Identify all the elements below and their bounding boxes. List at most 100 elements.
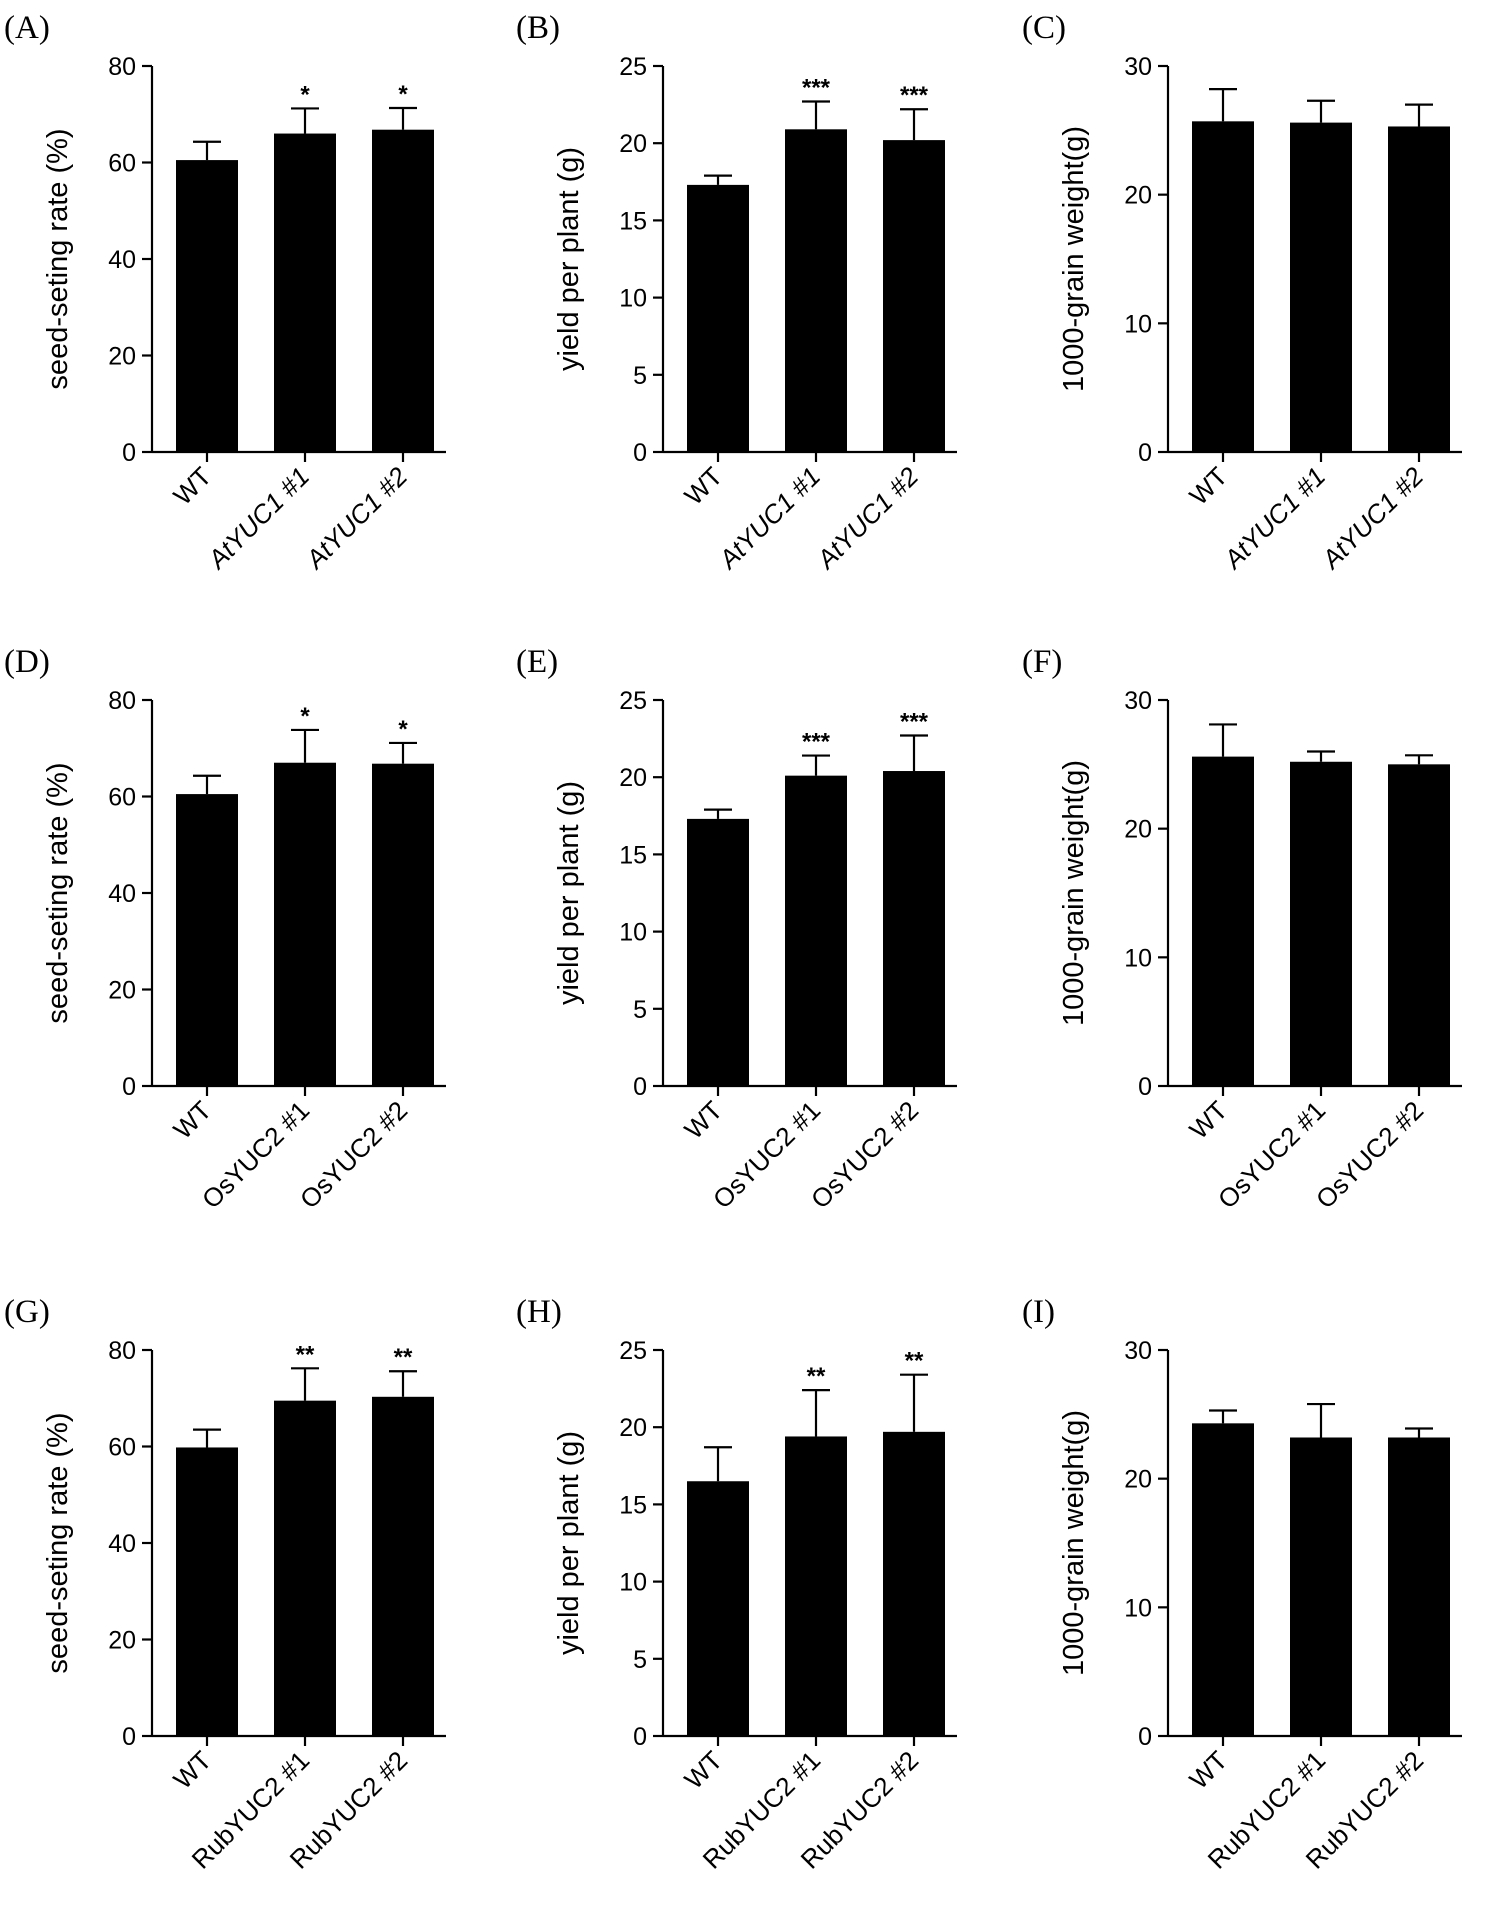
bar	[176, 1447, 238, 1736]
y-axis-label: 1000-grain weight(g)	[1058, 1410, 1090, 1676]
y-tick-label: 10	[619, 1569, 647, 1597]
y-tick-label: 20	[1124, 182, 1152, 210]
y-tick-label: 25	[619, 687, 647, 715]
category-label: WT	[678, 461, 728, 511]
category-label: WT	[678, 1745, 728, 1795]
y-tick-label: 20	[619, 130, 647, 158]
significance-label: *	[398, 81, 408, 108]
y-tick-label: 20	[619, 764, 647, 792]
bar	[883, 1431, 945, 1736]
chart-panel-a: (A) 0 20 40 60 80 seed-seting rate (%) WT * AtYUC…	[4, 10, 446, 576]
y-tick-label: 0	[122, 439, 136, 467]
y-tick-label: 40	[108, 880, 136, 908]
category-label: AtYUC1 #1	[1217, 461, 1332, 576]
y-tick-label: 25	[619, 1337, 647, 1365]
bar	[1290, 122, 1352, 452]
bar	[274, 133, 336, 453]
category-label: AtYUC1 #2	[810, 461, 925, 576]
bar	[372, 763, 434, 1086]
y-tick-label: 10	[1124, 310, 1152, 338]
y-tick-label: 20	[1124, 816, 1152, 844]
y-axis-label: 1000-grain weight(g)	[1058, 126, 1090, 392]
y-tick-label: 80	[108, 1337, 136, 1365]
category-label: AtYUC1 #2	[1315, 461, 1430, 576]
bar	[176, 794, 238, 1086]
bar	[274, 1400, 336, 1736]
bar	[1388, 1437, 1450, 1736]
bar	[785, 129, 847, 452]
y-tick-label: 30	[1124, 1337, 1152, 1365]
y-tick-label: 20	[108, 977, 136, 1005]
significance-label: **	[905, 1348, 924, 1375]
bar	[785, 1436, 847, 1736]
y-axis-label: 1000-grain weight(g)	[1058, 760, 1090, 1026]
y-tick-label: 60	[108, 150, 136, 178]
y-tick-label: 15	[619, 841, 647, 869]
y-tick-label: 10	[1124, 1594, 1152, 1622]
bar	[883, 140, 945, 452]
bar	[176, 160, 238, 452]
panel-letter: (G)	[4, 1294, 50, 1330]
y-tick-label: 15	[619, 1491, 647, 1519]
bar	[372, 1396, 434, 1736]
bar	[687, 818, 749, 1086]
bar	[1388, 764, 1450, 1086]
bar	[274, 762, 336, 1086]
bar	[1388, 126, 1450, 453]
y-tick-label: 10	[619, 919, 647, 947]
category-label: WT	[678, 1095, 728, 1145]
category-label: WT	[167, 1745, 217, 1795]
y-tick-label: 25	[619, 53, 647, 81]
category-label: WT	[1183, 1095, 1233, 1145]
y-axis-label: seed-seting rate (%)	[42, 128, 74, 389]
significance-label: ***	[802, 75, 831, 102]
bar	[883, 771, 945, 1086]
category-label: AtYUC1 #1	[712, 461, 827, 576]
y-tick-label: 10	[1124, 944, 1152, 972]
panel-letter: (A)	[4, 10, 50, 46]
y-tick-label: 30	[1124, 687, 1152, 715]
bar	[687, 184, 749, 452]
y-tick-label: 0	[1138, 1073, 1152, 1101]
panel-letter: (B)	[516, 10, 560, 46]
significance-label: ***	[900, 82, 929, 109]
y-axis-label: yield per plant (g)	[553, 1431, 585, 1655]
category-label: AtYUC1 #2	[299, 461, 414, 576]
bar	[785, 775, 847, 1086]
y-tick-label: 40	[108, 1530, 136, 1558]
category-label: WT	[1183, 1745, 1233, 1795]
y-tick-label: 0	[1138, 439, 1152, 467]
category-label: WT	[167, 461, 217, 511]
y-tick-label: 80	[108, 687, 136, 715]
y-tick-label: 0	[1138, 1723, 1152, 1751]
category-label: WT	[167, 1095, 217, 1145]
y-tick-label: 5	[633, 1646, 647, 1674]
chart-panel-b: (B) 0 5 10 15 20 25 yield per plant (g) WT *** AtY…	[516, 10, 957, 576]
y-tick-label: 0	[633, 1723, 647, 1751]
significance-label: *	[398, 716, 408, 743]
significance-label: **	[807, 1363, 826, 1390]
bar	[1290, 761, 1352, 1086]
y-tick-label: 20	[108, 1627, 136, 1655]
y-tick-label: 80	[108, 53, 136, 81]
significance-label: **	[394, 1344, 413, 1371]
y-tick-label: 40	[108, 246, 136, 274]
y-tick-label: 0	[122, 1723, 136, 1751]
y-axis-label: yield per plant (g)	[553, 781, 585, 1005]
y-axis-label: seed-seting rate (%)	[42, 762, 74, 1023]
y-tick-label: 20	[108, 343, 136, 371]
y-axis-label: yield per plant (g)	[553, 147, 585, 371]
y-tick-label: 0	[122, 1073, 136, 1101]
y-tick-label: 20	[1124, 1466, 1152, 1494]
bar	[1192, 1423, 1254, 1736]
bar	[1192, 756, 1254, 1086]
y-tick-label: 5	[633, 362, 647, 390]
